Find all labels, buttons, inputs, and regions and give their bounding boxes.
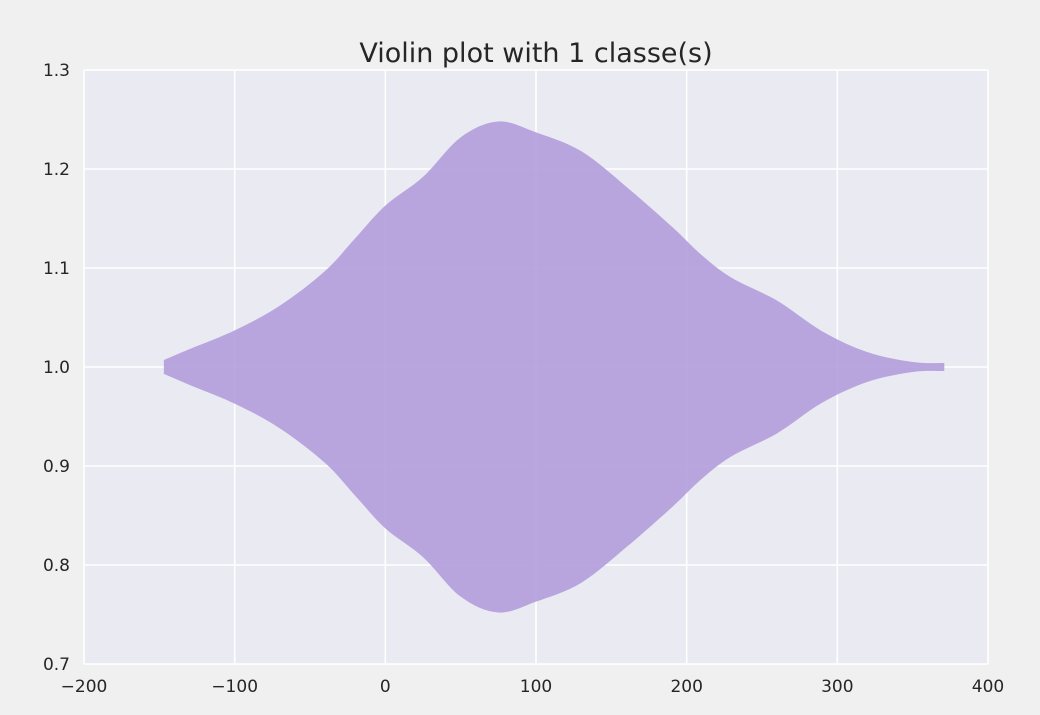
y-tick-label: 1.0 (43, 358, 70, 378)
y-tick-label: 0.9 (43, 457, 70, 477)
y-tick-label: 1.3 (43, 61, 70, 81)
y-tick-label: 0.7 (43, 655, 70, 675)
x-tick-label: 0 (380, 677, 391, 697)
y-tick-label: 0.8 (43, 556, 70, 576)
x-tick-label: 200 (670, 677, 702, 697)
violin-layer (163, 121, 945, 613)
tick-labels: −200 −100 0 100 200 300 400 0.7 0.8 0.9 1.0 1.1 1.2 1… (43, 61, 1004, 697)
x-tick-label: −100 (211, 677, 258, 697)
violin-body (163, 121, 945, 613)
x-tick-label: −200 (61, 677, 108, 697)
y-tick-label: 1.2 (43, 160, 70, 180)
x-tick-label: 400 (972, 677, 1004, 697)
y-tick-label: 1.1 (43, 259, 70, 279)
x-tick-label: 300 (821, 677, 853, 697)
chart-title: Violin plot with 1 classe(s) (359, 38, 713, 69)
x-tick-label: 100 (520, 677, 552, 697)
